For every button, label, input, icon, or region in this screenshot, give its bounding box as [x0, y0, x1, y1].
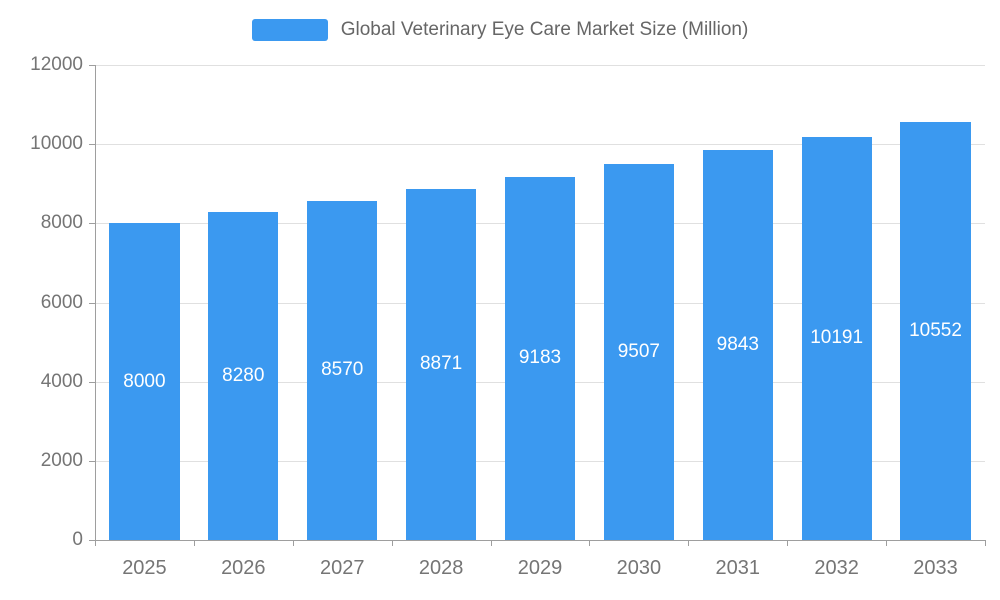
y-axis-line [95, 65, 96, 541]
x-axis-tick [589, 540, 591, 546]
chart-legend[interactable]: Global Veterinary Eye Care Market Size (… [0, 17, 1000, 43]
y-axis-tick [89, 302, 95, 304]
x-axis-tick-label: 2030 [616, 557, 662, 579]
x-axis-tick-label: 2025 [122, 557, 167, 579]
bar[interactable] [702, 150, 773, 540]
y-axis-tick-label: 2000 [40, 449, 83, 471]
legend-swatch-icon [251, 19, 328, 41]
x-axis-tick-label: 2027 [319, 557, 365, 579]
bar-value-label: 8570 [321, 359, 364, 381]
x-axis-tick [688, 540, 690, 546]
bar[interactable] [504, 176, 576, 540]
gridline [95, 144, 985, 146]
x-axis-tick-label: 2031 [715, 557, 761, 579]
x-axis-tick [886, 540, 888, 546]
y-axis-tick-label: 6000 [40, 291, 83, 313]
y-axis-tick [89, 381, 95, 383]
bar[interactable] [406, 188, 477, 540]
bar-value-label: 9183 [518, 347, 562, 369]
x-axis-tick-label: 2033 [913, 557, 958, 579]
bar[interactable] [208, 212, 279, 540]
bar-value-label: 8000 [123, 370, 166, 392]
y-axis-tick [89, 540, 95, 541]
gridline [95, 65, 985, 66]
x-axis-tick-label: 2028 [418, 557, 464, 579]
x-axis-tick-label: 2029 [517, 557, 563, 579]
bar-value-label: 10191 [810, 327, 864, 349]
bar[interactable] [603, 163, 674, 540]
bar-value-label: 8871 [419, 353, 463, 375]
y-axis-tick-label: 8000 [40, 212, 83, 234]
x-axis-tick-label: 2026 [221, 557, 266, 579]
x-axis-tick [95, 540, 96, 546]
y-axis-tick [89, 144, 95, 146]
bar-value-label: 8280 [222, 365, 265, 387]
y-axis-tick [89, 223, 95, 225]
y-axis-tick-label: 4000 [40, 370, 83, 392]
x-axis-tick [490, 540, 492, 546]
y-axis-tick-label: 12000 [30, 54, 83, 75]
bar[interactable] [109, 223, 180, 540]
bar-value-label: 9843 [716, 334, 759, 356]
bar[interactable] [900, 122, 971, 540]
x-axis-tick [193, 540, 195, 546]
bar[interactable] [307, 200, 378, 540]
x-axis-line [95, 540, 985, 541]
bar[interactable] [801, 136, 872, 540]
y-axis-tick-label: 0 [72, 529, 83, 550]
y-axis-tick [89, 65, 95, 66]
y-axis-tick [89, 460, 95, 462]
legend-label: Global Veterinary Eye Care Market Size (… [340, 19, 749, 40]
bar-value-label: 9507 [617, 340, 661, 362]
y-axis-tick-label: 10000 [30, 133, 83, 155]
x-axis-tick [292, 540, 294, 546]
x-axis-tick [391, 540, 393, 546]
x-axis-tick-label: 2032 [814, 557, 859, 579]
bar-value-label: 10552 [909, 320, 962, 342]
x-axis-tick [787, 540, 789, 546]
x-axis-tick [985, 540, 986, 546]
